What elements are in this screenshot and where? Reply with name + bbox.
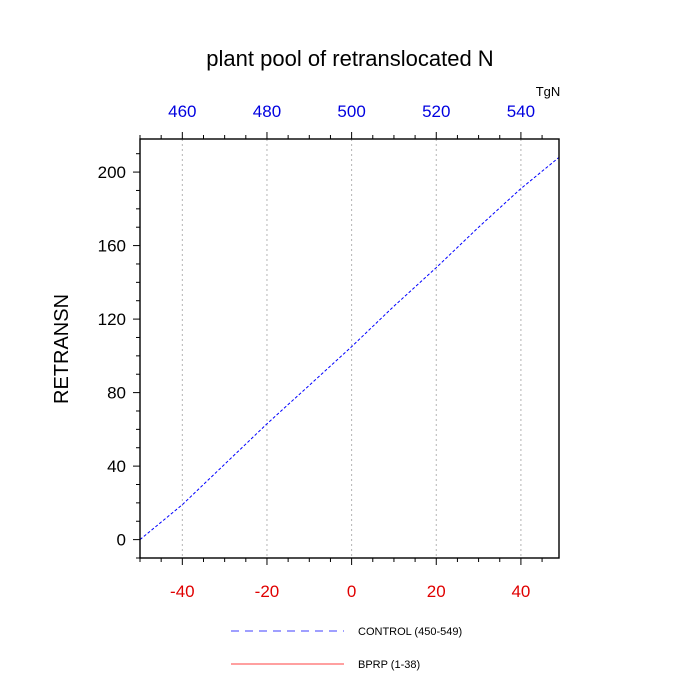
top-tick-label: 480 [253, 102, 281, 121]
legend-label-0: CONTROL (450-549) [358, 626, 462, 638]
series-lines [139, 157, 560, 540]
top-tick-label: 500 [337, 102, 365, 121]
x-tick-label: -40 [170, 582, 195, 601]
x-tick-label: -20 [255, 582, 280, 601]
x-tick-label: 40 [511, 582, 530, 601]
tick-labels: -40 -20 0 20 40 460 480 500 520 540 0 40 80 120 160 200 [98, 102, 535, 601]
y-axis-label: RETRANSN [51, 294, 73, 404]
y-tick-label: 120 [98, 310, 126, 329]
plot-frame [139, 138, 560, 559]
y-tick-label: 160 [98, 237, 126, 256]
grid-lines [181, 139, 522, 558]
top-tick-label: 460 [168, 102, 196, 121]
y-tick-label: 40 [107, 457, 126, 476]
chart-title: plant pool of retranslocated N [206, 46, 493, 71]
x-tick-label: 20 [427, 582, 446, 601]
top-tick-label: 540 [507, 102, 535, 121]
y-tick-label: 200 [98, 163, 126, 182]
legend: CONTROL (450-549) BPRP (1-38) [231, 626, 462, 671]
y-tick-label: 80 [107, 384, 126, 403]
top-tick-label: 520 [422, 102, 450, 121]
top-axis-unit: TgN [536, 84, 561, 99]
legend-label-1: BPRP (1-38) [358, 659, 420, 671]
y-tick-label: 0 [117, 531, 126, 550]
series-line-0 [139, 157, 560, 540]
x-tick-label: 0 [347, 582, 356, 601]
axis-ticks [133, 132, 543, 565]
